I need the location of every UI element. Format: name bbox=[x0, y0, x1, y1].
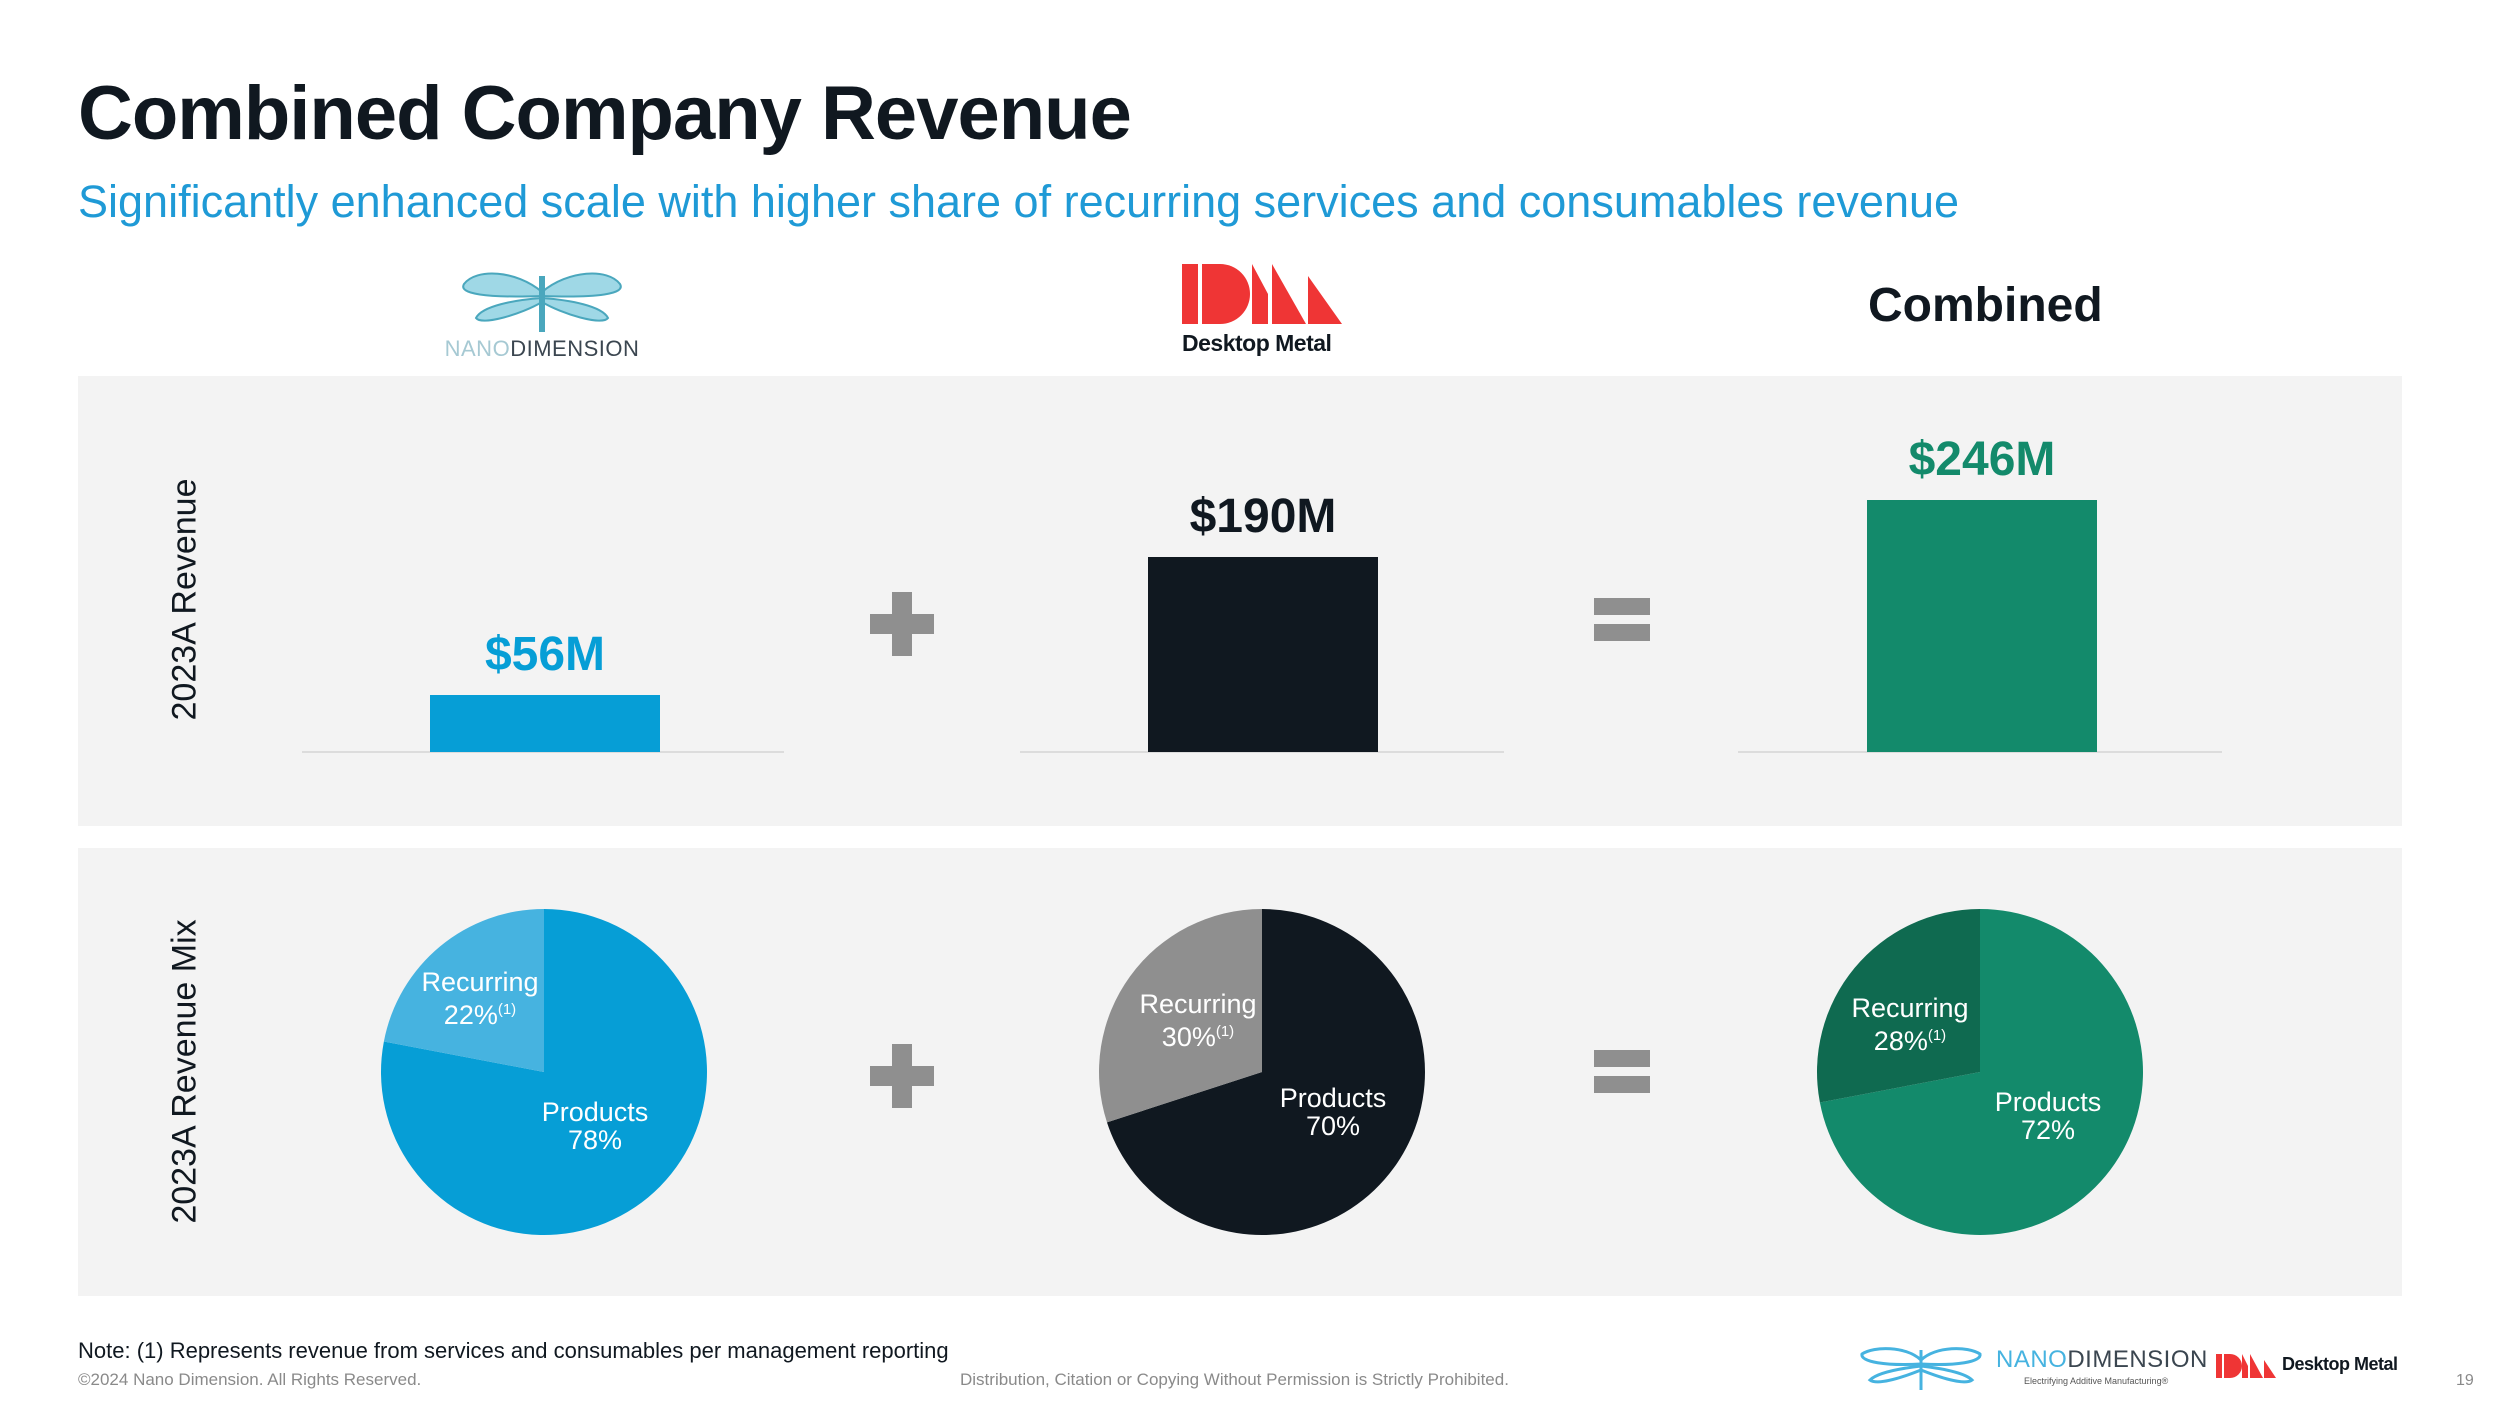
recurring-pct: 22% bbox=[443, 1000, 498, 1030]
footnote: Note: (1) Represents revenue from servic… bbox=[78, 1338, 949, 1363]
dragonfly-icon bbox=[462, 272, 622, 332]
pie-nano bbox=[381, 909, 707, 1235]
pie-label-recurring-dm: Recurring 30%(1) bbox=[1118, 990, 1278, 1051]
slide-title: Combined Company Revenue bbox=[78, 71, 1132, 156]
recurring-label: Recurring bbox=[421, 967, 539, 997]
plus-icon bbox=[870, 1044, 934, 1108]
products-label: Products bbox=[1994, 1087, 2102, 1117]
products-pct: 78% bbox=[567, 1125, 623, 1155]
pie-label-recurring-nano: Recurring 22%(1) bbox=[400, 968, 560, 1029]
bar-baseline-nano bbox=[302, 751, 784, 753]
recurring-pct: 28% bbox=[1873, 1026, 1928, 1056]
footer-nano-logo: NANODIMENSION Electrifying Additive Manu… bbox=[1856, 1342, 2207, 1392]
copyright: ©2024 Nano Dimension. All Rights Reserve… bbox=[78, 1370, 422, 1389]
bar-nano bbox=[430, 695, 660, 752]
footer-nano-word-dimension: DIMENSION bbox=[2067, 1346, 2208, 1373]
equals-icon bbox=[1594, 598, 1650, 644]
combined-heading: Combined bbox=[1868, 279, 2103, 332]
bar-value-label-nano: $56M bbox=[484, 628, 606, 681]
pie-slice-products bbox=[1106, 909, 1425, 1235]
footer-dm-logo: Desktop Metal bbox=[2216, 1352, 2406, 1382]
products-pct: 72% bbox=[2020, 1115, 2076, 1145]
bar-value-label-desktop-metal: $190M bbox=[1189, 490, 1337, 543]
footer-nano-tagline: Electrifying Additive Manufacturing® bbox=[2024, 1376, 2169, 1386]
pie-label-products-dm: Products 70% bbox=[1253, 1084, 1413, 1140]
plus-icon bbox=[870, 592, 934, 656]
pie-row-label: 2023A Revenue Mix bbox=[165, 919, 204, 1224]
recurring-label: Recurring bbox=[1851, 993, 1969, 1023]
footnote-marker: (1) bbox=[1215, 1023, 1235, 1040]
footer-nano-word-nano: NANO bbox=[1996, 1346, 2068, 1373]
slide-subtitle: Significantly enhanced scale with higher… bbox=[78, 176, 1960, 227]
dm-mark-icon bbox=[2216, 1354, 2276, 1378]
dm-mark-icon bbox=[1182, 264, 1342, 324]
footer-dm-text: Desktop Metal bbox=[2282, 1354, 2398, 1374]
bar-combined bbox=[1867, 500, 2097, 752]
bar-row-label: 2023A Revenue bbox=[165, 478, 204, 721]
disclaimer: Distribution, Citation or Copying Withou… bbox=[960, 1370, 1509, 1389]
nano-logo-word-nano: NANO bbox=[444, 336, 511, 361]
footnote-marker: (1) bbox=[497, 1001, 517, 1018]
pie-slice-recurring bbox=[1817, 909, 1980, 1103]
bar-baseline-dm bbox=[1020, 751, 1504, 753]
page-number: 19 bbox=[2456, 1372, 2474, 1389]
bar-value-label-combined: $246M bbox=[1908, 433, 2056, 486]
pie-label-recurring-combined: Recurring 28%(1) bbox=[1830, 994, 1990, 1055]
recurring-label: Recurring bbox=[1139, 989, 1257, 1019]
pie-combined bbox=[1817, 909, 2143, 1235]
pie-slice-recurring bbox=[383, 909, 544, 1072]
pie-desktop-metal bbox=[1099, 909, 1425, 1235]
recurring-pct: 30% bbox=[1161, 1022, 1216, 1052]
footnote-marker: (1) bbox=[1927, 1027, 1947, 1044]
pie-slice-recurring bbox=[1099, 909, 1262, 1123]
bar-baseline-combined bbox=[1738, 751, 2222, 753]
nano-dimension-logo: NANODIMENSION bbox=[436, 262, 648, 362]
pie-label-products-nano: Products 78% bbox=[515, 1098, 675, 1154]
nano-logo-word-dimension: DIMENSION bbox=[510, 336, 640, 361]
pie-label-products-combined: Products 72% bbox=[1968, 1088, 2128, 1144]
products-label: Products bbox=[1279, 1083, 1387, 1113]
dm-logo-text: Desktop Metal bbox=[1182, 330, 1332, 356]
equals-icon bbox=[1594, 1050, 1650, 1096]
pie-slice-products bbox=[1819, 909, 2143, 1235]
dragonfly-icon bbox=[1860, 1347, 1982, 1390]
desktop-metal-logo: Desktop Metal bbox=[1180, 258, 1360, 358]
bar-desktop-metal bbox=[1148, 557, 1378, 752]
products-pct: 70% bbox=[1305, 1111, 1361, 1141]
products-label: Products bbox=[541, 1097, 649, 1127]
